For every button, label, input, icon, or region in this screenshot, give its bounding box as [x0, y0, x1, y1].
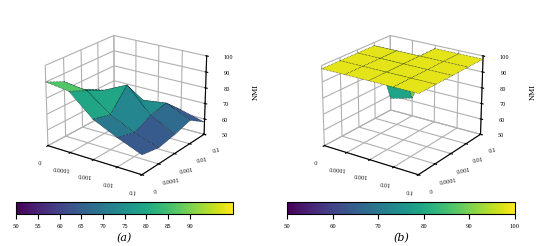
- Text: (b): (b): [393, 233, 409, 243]
- Text: (a): (a): [117, 233, 132, 243]
